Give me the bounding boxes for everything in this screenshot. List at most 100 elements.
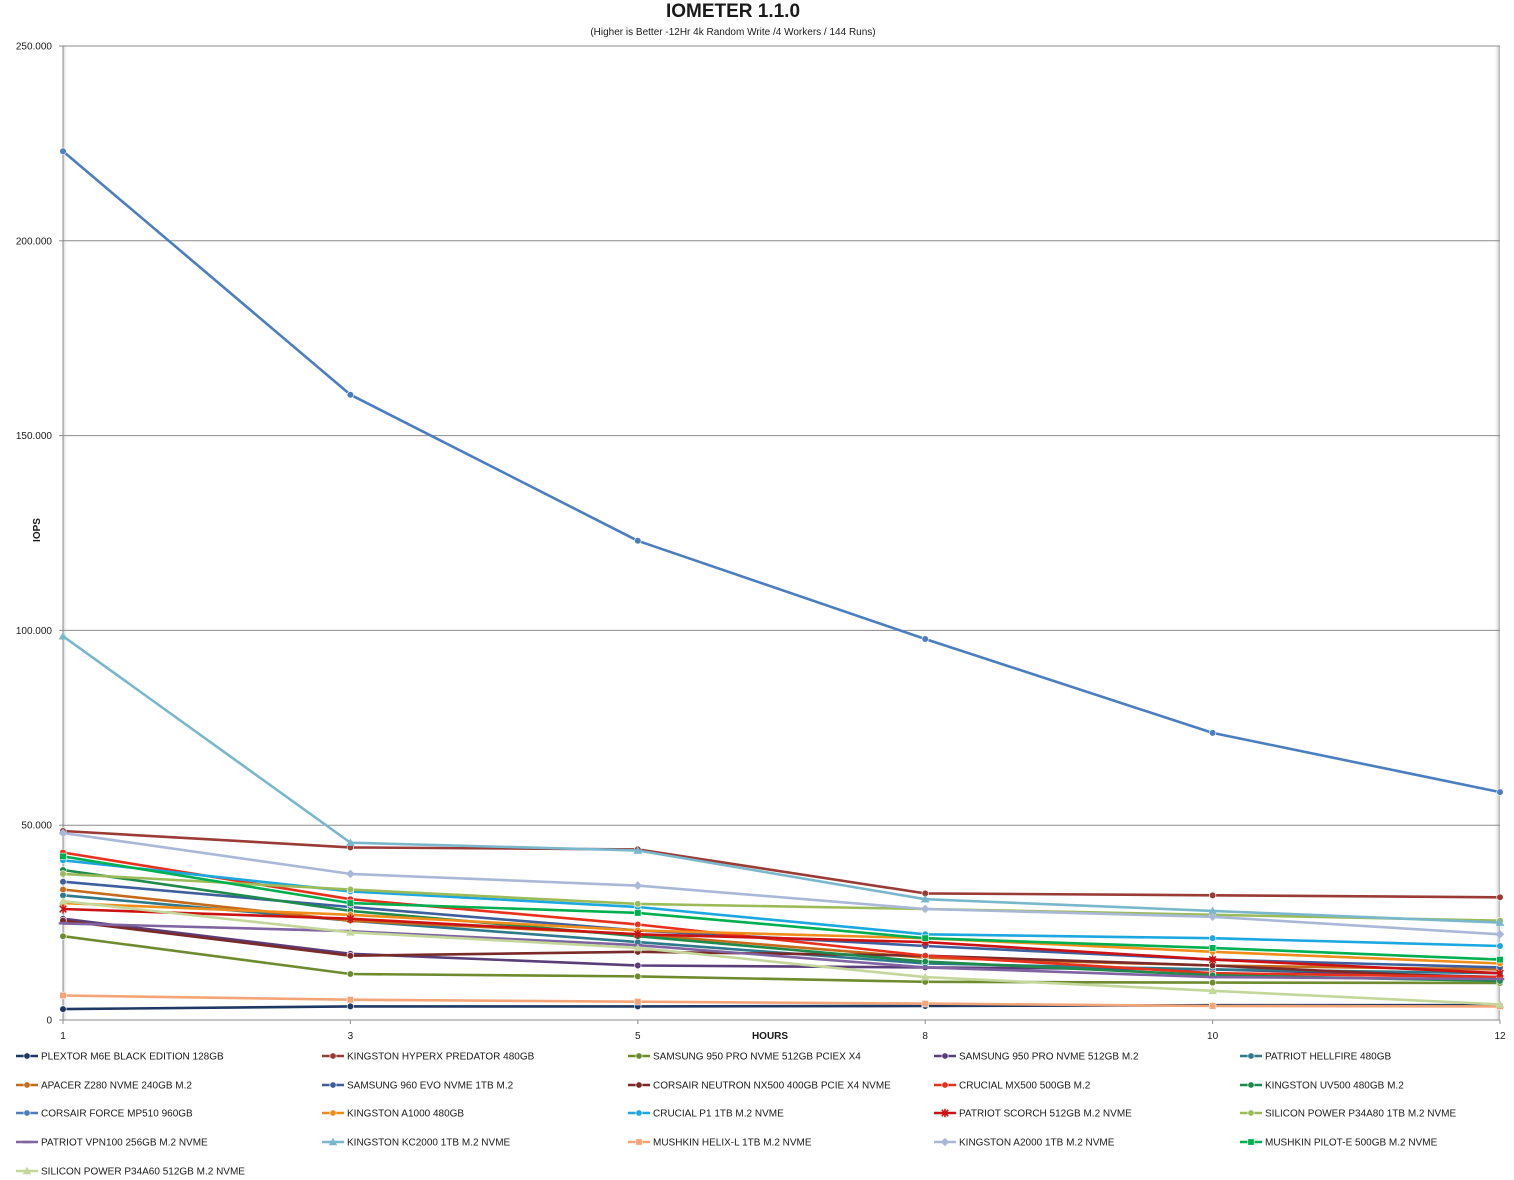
series-path bbox=[62, 855, 1501, 961]
plot-area bbox=[63, 46, 1500, 1020]
data-point bbox=[58, 631, 68, 640]
legend-label: KINGSTON UV500 480GB M.2 bbox=[1265, 1081, 1404, 1092]
data-point bbox=[59, 932, 67, 940]
data-point bbox=[59, 878, 67, 886]
data-point bbox=[921, 1000, 929, 1008]
data-point bbox=[23, 1052, 31, 1060]
data-point bbox=[1209, 1002, 1217, 1010]
legend-item: PATRIOT HELLFIRE 480GB bbox=[1240, 1052, 1391, 1063]
data-point bbox=[328, 1137, 338, 1146]
series-path bbox=[62, 901, 1501, 965]
data-point bbox=[1208, 934, 1217, 942]
data-point bbox=[1208, 729, 1217, 737]
y-tick-label: 100.000 bbox=[16, 626, 53, 637]
series-path bbox=[62, 922, 1501, 981]
series-path bbox=[62, 994, 1501, 1008]
series-group bbox=[58, 147, 1505, 1013]
data-point bbox=[1247, 1052, 1255, 1060]
series-line bbox=[59, 852, 1504, 964]
legend-item: KINGSTON HYPERX PREDATOR 480GB bbox=[322, 1052, 535, 1063]
data-point bbox=[22, 1166, 32, 1175]
data-point bbox=[1208, 955, 1217, 964]
data-point bbox=[633, 881, 643, 890]
legend-label: SAMSUNG 950 PRO NVME 512GB M.2 bbox=[959, 1052, 1139, 1063]
data-point bbox=[346, 1002, 355, 1010]
series-path bbox=[62, 899, 1501, 1006]
legend-item: SILICON POWER P34A60 512GB M.2 NVME bbox=[16, 1167, 245, 1178]
data-point bbox=[921, 635, 929, 643]
data-point bbox=[346, 996, 355, 1004]
legend-item: PATRIOT SCORCH 512GB M.2 NVME bbox=[934, 1109, 1132, 1120]
y-tick-label: 200.000 bbox=[16, 236, 53, 247]
data-point bbox=[1496, 942, 1504, 950]
data-point bbox=[940, 1137, 950, 1147]
y-tick-label: 50.000 bbox=[21, 821, 52, 832]
legend-label: CORSAIR NEUTRON NX500 400GB PCIE X4 NVME bbox=[653, 1081, 891, 1092]
legend-item: PLEXTOR M6E BLACK EDITION 128GB bbox=[16, 1052, 224, 1063]
legend-item: SILICON POWER P34A80 1TB M.2 NVME bbox=[1240, 1109, 1456, 1120]
data-point bbox=[1247, 1138, 1255, 1146]
legend-item: KINGSTON UV500 480GB M.2 bbox=[1240, 1081, 1404, 1092]
legend-item: KINGSTON A1000 480GB bbox=[322, 1109, 464, 1120]
legend-item: MUSHKIN HELIX-L 1TB M.2 NVME bbox=[628, 1138, 812, 1149]
data-point bbox=[635, 1138, 643, 1146]
legend-item: CRUCIAL MX500 500GB M.2 bbox=[934, 1081, 1091, 1092]
data-point bbox=[1208, 906, 1217, 915]
data-point bbox=[635, 1081, 643, 1089]
x-tick-label: 5 bbox=[635, 1031, 641, 1042]
data-point bbox=[1496, 893, 1504, 901]
series-path bbox=[62, 635, 1501, 924]
series-path bbox=[62, 872, 1501, 922]
data-point bbox=[941, 1108, 949, 1118]
legend-label: SAMSUNG 960 EVO NVME 1TB M.2 bbox=[347, 1081, 514, 1092]
data-point bbox=[346, 914, 355, 924]
data-point bbox=[1208, 912, 1217, 922]
data-point bbox=[920, 904, 930, 914]
data-point bbox=[329, 1052, 337, 1060]
data-point bbox=[346, 869, 355, 879]
y-tick-label: 0 bbox=[46, 1016, 52, 1027]
series-path bbox=[62, 888, 1501, 971]
data-point bbox=[346, 838, 355, 847]
data-point bbox=[59, 870, 67, 878]
series-path bbox=[62, 934, 1501, 985]
series-line bbox=[58, 631, 1505, 926]
chart-subtitle: (Higher is Better -12Hr 4k Random Write … bbox=[590, 27, 875, 38]
legend-label: KINGSTON A1000 480GB bbox=[347, 1109, 464, 1120]
data-point bbox=[635, 1052, 643, 1060]
x-axis-label: HOURS bbox=[752, 1031, 788, 1042]
legend-item: MUSHKIN PILOT-E 500GB M.2 NVME bbox=[1240, 1138, 1438, 1149]
data-point bbox=[346, 885, 355, 894]
x-tick-label: 3 bbox=[348, 1031, 354, 1042]
legend-item: CORSAIR FORCE MP510 960GB bbox=[16, 1109, 193, 1120]
legend-label: PATRIOT SCORCH 512GB M.2 NVME bbox=[959, 1109, 1132, 1120]
data-point bbox=[23, 1109, 31, 1117]
data-point bbox=[58, 828, 68, 838]
legend-item: PATRIOT VPN100 256GB M.2 NVME bbox=[16, 1138, 208, 1149]
legend: PLEXTOR M6E BLACK EDITION 128GB KINGSTON … bbox=[16, 1052, 1456, 1178]
legend-item: KINGSTON A2000 1TB M.2 NVME bbox=[934, 1138, 1115, 1149]
legend-item: KINGSTON KC2000 1TB M.2 NVME bbox=[322, 1138, 511, 1149]
data-point bbox=[941, 1081, 949, 1089]
x-tick-label: 8 bbox=[922, 1031, 928, 1042]
data-point bbox=[58, 896, 68, 905]
data-point bbox=[634, 900, 642, 908]
legend-label: SILICON POWER P34A80 1TB M.2 NVME bbox=[1265, 1109, 1456, 1120]
data-point bbox=[59, 852, 67, 860]
y-tick-labels: 0 50.000 100.000 150.000 200.000 250.000 bbox=[16, 42, 53, 1027]
chart-title: IOMETER 1.1.0 bbox=[666, 1, 800, 22]
series-line bbox=[58, 896, 1505, 1008]
legend-label: MUSHKIN HELIX-L 1TB M.2 NVME bbox=[653, 1138, 812, 1149]
legend-label: PATRIOT HELLFIRE 480GB bbox=[1265, 1052, 1391, 1063]
legend-label: KINGSTON KC2000 1TB M.2 NVME bbox=[347, 1138, 511, 1149]
data-point bbox=[1209, 944, 1217, 952]
x-tick-label: 1 bbox=[60, 1031, 66, 1042]
data-point bbox=[1208, 891, 1217, 899]
data-point bbox=[1208, 986, 1217, 995]
legend-item: APACER Z280 NVME 240GB M.2 bbox=[16, 1081, 192, 1092]
data-point bbox=[1496, 956, 1504, 964]
data-point bbox=[23, 1081, 31, 1089]
plot-edge-shade-left bbox=[63, 46, 68, 1020]
plot-background bbox=[63, 46, 1500, 1020]
